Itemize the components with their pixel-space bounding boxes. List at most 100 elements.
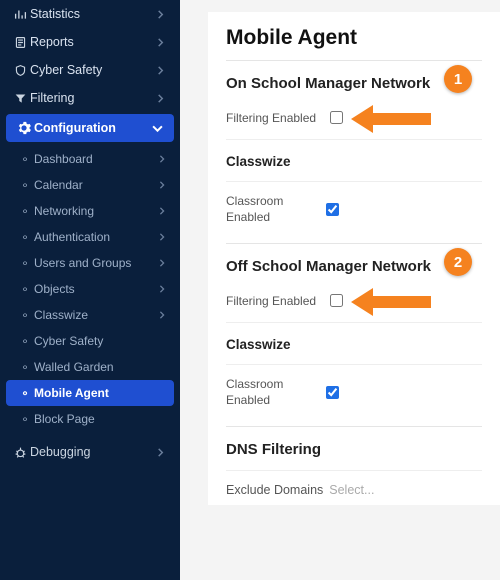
sidebar-sub-calendar[interactable]: ∘ Calendar — [0, 172, 180, 198]
filter-icon — [10, 92, 30, 105]
divider — [226, 181, 482, 182]
exclude-domains-select[interactable]: Select... — [329, 483, 374, 497]
divider — [226, 243, 482, 244]
chevron-right-icon — [156, 94, 170, 103]
field-label: Classroom Enabled — [226, 194, 296, 225]
gear-icon — [14, 121, 34, 135]
classroom-enabled-row: Classroom Enabled — [226, 377, 482, 408]
nav-label: Filtering — [30, 91, 156, 105]
nav-label: Reports — [30, 35, 156, 49]
filtering-enabled-checkbox-off[interactable] — [330, 294, 343, 307]
sub-label: Block Page — [34, 412, 170, 426]
config-sub-items: ∘ Dashboard ∘ Calendar ∘ Networking ∘ Au… — [0, 144, 180, 436]
section-title: DNS Filtering — [226, 441, 482, 458]
chevron-right-icon — [156, 448, 170, 457]
nav-item-cyber-safety[interactable]: Cyber Safety — [0, 56, 180, 84]
bullet-icon: ∘ — [18, 412, 32, 426]
exclude-domains-row: Exclude Domains Select... — [226, 483, 482, 497]
sub-label: Authentication — [34, 230, 158, 244]
field-label-line1: Classroom — [226, 194, 283, 208]
nav-item-statistics[interactable]: Statistics — [0, 0, 180, 28]
field-label: Filtering Enabled — [226, 294, 326, 308]
nav-label: Cyber Safety — [30, 63, 156, 77]
sidebar-sub-authentication[interactable]: ∘ Authentication — [0, 224, 180, 250]
sub-label: Dashboard — [34, 152, 158, 166]
nav-item-reports[interactable]: Reports — [0, 28, 180, 56]
divider — [226, 470, 482, 471]
sidebar: Statistics Reports Cyber Safety Filterin… — [0, 0, 180, 580]
chevron-right-icon — [158, 308, 170, 322]
callout-arrow-2 — [351, 284, 431, 320]
classwize-title: Classwize — [226, 154, 482, 169]
sidebar-sub-objects[interactable]: ∘ Objects — [0, 276, 180, 302]
on-school-section: On School Manager Network 1 Filtering En… — [226, 75, 482, 225]
chevron-right-icon — [158, 282, 170, 296]
divider — [226, 60, 482, 61]
sidebar-sub-mobile-agent[interactable]: ∘ Mobile Agent — [6, 380, 174, 406]
filtering-enabled-checkbox-on[interactable] — [330, 111, 343, 124]
chevron-right-icon — [158, 204, 170, 218]
classroom-enabled-checkbox-off[interactable] — [326, 386, 339, 399]
bullet-icon: ∘ — [18, 386, 32, 400]
sidebar-sub-users-and-groups[interactable]: ∘ Users and Groups — [0, 250, 180, 276]
field-label-line2: Enabled — [226, 210, 270, 224]
divider — [226, 139, 482, 140]
bullet-icon: ∘ — [18, 360, 32, 374]
chevron-right-icon — [158, 178, 170, 192]
field-label: Exclude Domains — [226, 483, 323, 497]
shield-icon — [10, 64, 30, 77]
bullet-icon: ∘ — [18, 256, 32, 270]
classroom-enabled-checkbox-on[interactable] — [326, 203, 339, 216]
bullet-icon: ∘ — [18, 152, 32, 166]
sub-label: Cyber Safety — [34, 334, 170, 348]
divider — [226, 322, 482, 323]
chevron-right-icon — [158, 256, 170, 270]
stats-icon — [10, 8, 30, 21]
callout-arrow-1 — [351, 101, 431, 137]
sub-label: Calendar — [34, 178, 158, 192]
nav-item-configuration[interactable]: Configuration — [6, 114, 174, 142]
bullet-icon: ∘ — [18, 282, 32, 296]
bullet-icon: ∘ — [18, 308, 32, 322]
bullet-icon: ∘ — [18, 178, 32, 192]
sub-label: Networking — [34, 204, 158, 218]
chevron-right-icon — [158, 152, 170, 166]
reports-icon — [10, 36, 30, 49]
callout-badge-2: 2 — [444, 248, 472, 276]
field-label: Filtering Enabled — [226, 111, 326, 125]
classwize-title: Classwize — [226, 337, 482, 352]
sidebar-sub-cyber-safety[interactable]: ∘ Cyber Safety — [0, 328, 180, 354]
chevron-right-icon — [156, 38, 170, 47]
chevron-right-icon — [158, 230, 170, 244]
page-title: Mobile Agent — [226, 26, 482, 50]
bullet-icon: ∘ — [18, 230, 32, 244]
sidebar-sub-block-page[interactable]: ∘ Block Page — [0, 406, 180, 432]
bug-icon — [10, 446, 30, 459]
sub-label: Objects — [34, 282, 158, 296]
page-card: Mobile Agent On School Manager Network 1… — [208, 12, 500, 505]
bullet-icon: ∘ — [18, 204, 32, 218]
nav-label: Debugging — [30, 445, 156, 459]
divider — [226, 426, 482, 427]
main-content: Mobile Agent On School Manager Network 1… — [180, 0, 500, 580]
sidebar-sub-networking[interactable]: ∘ Networking — [0, 198, 180, 224]
bullet-icon: ∘ — [18, 334, 32, 348]
nav-item-filtering[interactable]: Filtering — [0, 84, 180, 112]
dns-filtering-section: DNS Filtering Exclude Domains Select... — [226, 441, 482, 497]
divider — [226, 364, 482, 365]
field-label: Classroom Enabled — [226, 377, 296, 408]
chevron-right-icon — [156, 10, 170, 19]
callout-badge-1: 1 — [444, 65, 472, 93]
chevron-down-icon — [152, 123, 166, 134]
nav-label: Statistics — [30, 7, 156, 21]
sidebar-sub-classwize[interactable]: ∘ Classwize — [0, 302, 180, 328]
sidebar-sub-walled-garden[interactable]: ∘ Walled Garden — [0, 354, 180, 380]
sidebar-sub-dashboard[interactable]: ∘ Dashboard — [0, 146, 180, 172]
classroom-enabled-row: Classroom Enabled — [226, 194, 482, 225]
chevron-right-icon — [156, 66, 170, 75]
nav-item-debugging[interactable]: Debugging — [0, 438, 180, 466]
sub-label: Mobile Agent — [34, 386, 164, 400]
sub-label: Users and Groups — [34, 256, 158, 270]
sub-label: Classwize — [34, 308, 158, 322]
sub-label: Walled Garden — [34, 360, 170, 374]
